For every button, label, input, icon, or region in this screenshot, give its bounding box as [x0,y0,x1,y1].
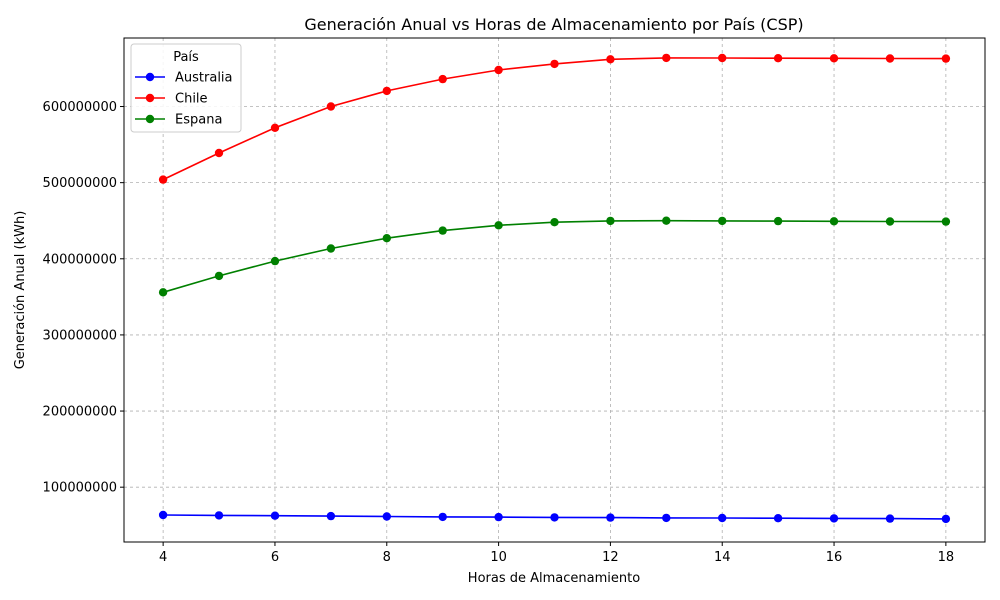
data-point-chile [494,65,503,75]
data-point-chile [662,53,671,63]
data-point-espana [550,218,559,227]
data-point-espana [718,216,727,226]
legend: País Australia Chile Espana [130,43,242,133]
data-point-australia [438,512,447,522]
ticks: 4 6 8 10 12 14 16 18 100000000 200000000 300000000… [43,100,955,565]
data-point-australia [941,514,951,524]
data-point-espana [214,271,224,281]
legend-marker [145,114,155,124]
data-point-espana [885,217,895,226]
data-point-chile [550,59,559,69]
legend-marker [145,93,155,103]
data-point-espana [158,288,168,297]
series-chile [158,53,951,184]
x-tick-label: 8 [383,550,391,565]
x-tick-label: 6 [271,550,279,565]
data-point-australia [606,513,615,522]
y-axis-title: Generación Anual (kWh) [13,211,28,370]
data-point-australia [494,512,503,522]
y-tick-label: 500000000 [43,176,117,191]
data-point-australia [270,511,280,520]
legend-box [130,43,242,133]
x-tick-label: 10 [490,550,507,565]
data-point-chile [270,123,280,132]
y-tick-label: 100000000 [43,481,117,496]
data-point-espana [662,216,671,225]
x-tick-label: 12 [602,550,619,565]
y-tick-label: 200000000 [43,405,117,420]
data-point-espana [438,226,447,235]
plot-frame [123,37,986,543]
x-axis-title: Horas de Almacenamiento [468,571,640,586]
data-point-chile [941,54,951,63]
data-point-australia [718,513,727,523]
chart-title: Generación Anual vs Horas de Almacenamie… [304,15,803,34]
data-point-chile [214,148,224,158]
data-point-chile [158,175,168,184]
y-tick-label: 300000000 [43,328,117,343]
data-point-espana [326,244,336,253]
data-point-chile [326,102,336,111]
data-point-australia [885,514,895,523]
data-point-australia [326,511,336,521]
legend-label: Chile [175,92,208,107]
data-point-chile [773,54,783,63]
data-point-australia [214,511,224,520]
x-tick-label: 18 [938,550,955,565]
x-tick-label: 4 [159,550,167,565]
x-tick-label: 16 [826,550,843,565]
data-point-espana [941,217,951,226]
data-point-chile [438,74,447,84]
data-point-australia [158,510,168,520]
data-point-australia [829,514,839,523]
data-point-australia [550,513,559,522]
legend-label: Australia [175,71,233,86]
data-point-australia [662,513,671,523]
series-australia [158,510,951,524]
data-point-chile [829,54,839,63]
data-point-espana [270,256,280,266]
y-tick-label: 400000000 [43,252,117,267]
data-point-australia [773,514,783,523]
data-point-espana [494,221,503,230]
legend-title: País [173,50,199,65]
data-point-chile [885,54,895,63]
data-point-chile [382,86,391,96]
data-point-chile [606,55,615,64]
series-group [158,53,951,524]
data-point-espana [773,216,783,226]
data-point-chile [718,53,727,63]
series-espana [158,216,951,297]
x-tick-label: 14 [714,550,731,565]
legend-label: Espana [175,113,222,128]
y-tick-label: 600000000 [43,100,117,115]
legend-marker [145,72,155,82]
data-point-espana [606,216,615,226]
data-point-espana [382,234,391,243]
data-point-espana [829,217,839,226]
data-point-australia [382,512,391,521]
